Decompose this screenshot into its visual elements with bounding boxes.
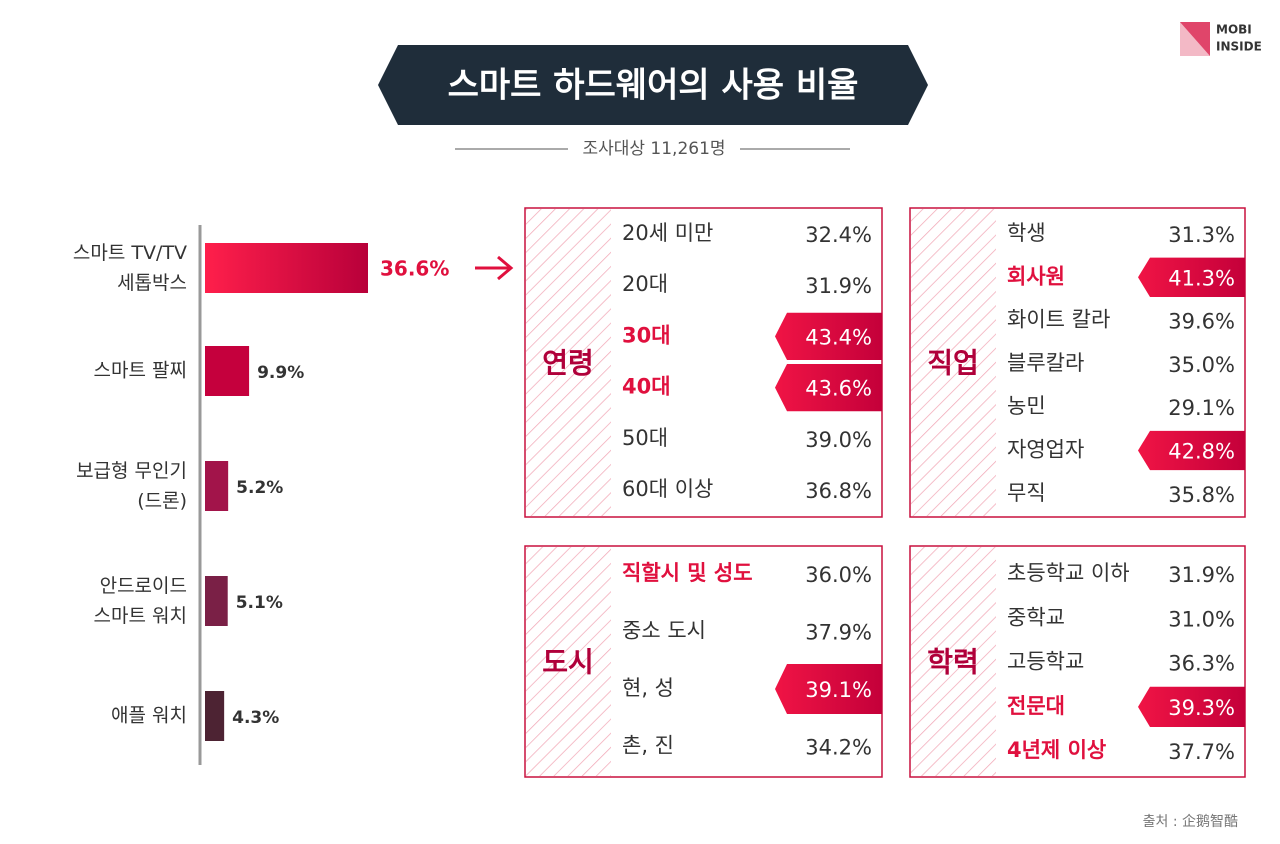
row-value: 36.3% [1168, 652, 1235, 676]
row-label: 농민 [1007, 394, 1046, 418]
logo-icon-accent [1180, 22, 1210, 56]
row-value: 36.0% [805, 563, 872, 587]
bar [205, 461, 229, 511]
category-label: 애플 워치 [111, 705, 187, 727]
row-label: 50대 [622, 426, 668, 450]
row-label: 중소 도시 [622, 619, 706, 643]
row-label: 현, 성 [622, 676, 674, 700]
row-value: 31.3% [1168, 223, 1235, 247]
row-label: 무직 [1007, 481, 1046, 505]
row-label: 20대 [622, 272, 668, 296]
row-value: 35.0% [1168, 353, 1235, 377]
panel-title: 직업 [927, 347, 979, 380]
row-label: 60대 이상 [622, 477, 713, 501]
row-value: 36.8% [805, 479, 872, 503]
row-label: 4년제 이상 [1007, 738, 1106, 762]
value-label: 4.3% [232, 708, 279, 728]
row-value: 43.4% [805, 325, 872, 349]
row-value: 39.1% [805, 678, 872, 702]
panel-hatch [526, 209, 611, 516]
bar [205, 243, 368, 293]
bar [205, 576, 228, 626]
logo-text: INSIDE [1216, 40, 1262, 54]
row-value: 31.9% [1168, 563, 1235, 587]
row-label: 자영업자 [1007, 438, 1084, 462]
source: 출처 : 企鹅智酷 [1143, 813, 1238, 830]
row-value: 43.6% [805, 377, 872, 401]
row-label: 촌, 진 [622, 734, 674, 758]
row-label: 직할시 및 성도 [622, 561, 753, 585]
value-label: 5.1% [236, 593, 283, 613]
row-label: 학생 [1007, 221, 1046, 245]
row-label: 40대 [622, 375, 671, 399]
value-highlight [1138, 257, 1245, 297]
panel-title: 연령 [542, 347, 594, 380]
row-label: 회사원 [1007, 264, 1065, 288]
row-value: 32.4% [805, 223, 872, 247]
value-highlight [1138, 430, 1245, 471]
bar [205, 691, 225, 741]
row-value: 29.1% [1168, 396, 1235, 420]
panel-hatch [526, 547, 611, 776]
row-label: 초등학교 이하 [1007, 561, 1130, 585]
row-value: 34.2% [805, 736, 872, 760]
value-highlight [775, 664, 882, 714]
logo-text: MOBI [1216, 23, 1252, 37]
row-label: 중학교 [1007, 605, 1065, 629]
row-label: 30대 [622, 323, 671, 347]
subtitle: 조사대상 11,261명 [582, 139, 725, 159]
row-label: 블루칼라 [1007, 351, 1084, 375]
panel-title: 학력 [927, 646, 979, 679]
value-highlight [1138, 686, 1245, 728]
value-highlight [775, 364, 882, 412]
row-value: 41.3% [1168, 266, 1235, 290]
row-label: 화이트 칼라 [1007, 308, 1110, 332]
panel-hatch [911, 547, 996, 776]
category-label: 보급형 무인기 (드론) [76, 460, 187, 512]
row-value: 42.8% [1168, 440, 1235, 464]
value-highlight [775, 312, 882, 360]
value-label: 5.2% [236, 478, 283, 498]
bar [205, 346, 250, 396]
title: 스마트 하드웨어의 사용 비율 [448, 66, 859, 106]
row-value: 37.9% [805, 621, 872, 645]
value-label: 36.6% [380, 257, 449, 281]
row-value: 31.0% [1168, 607, 1235, 631]
category-label: 스마트 TV/TV 세톱박스 [73, 242, 187, 294]
row-value: 39.0% [805, 428, 872, 452]
row-label: 전문대 [1007, 694, 1065, 718]
title-banner [378, 45, 928, 125]
row-value: 31.9% [805, 274, 872, 298]
row-value: 37.7% [1168, 740, 1235, 764]
category-label: 안드로이드 스마트 워치 [94, 575, 187, 627]
panel-hatch [911, 209, 996, 516]
row-label: 고등학교 [1007, 650, 1084, 674]
logo: MOBI INSIDE [1180, 22, 1262, 56]
category-label: 스마트 팔찌 [94, 360, 187, 382]
row-value: 39.6% [1168, 310, 1235, 334]
value-label: 9.9% [257, 363, 304, 383]
row-label: 20세 미만 [622, 221, 713, 245]
arrow [475, 255, 514, 281]
panel-title: 도시 [542, 646, 594, 679]
row-value: 39.3% [1168, 696, 1235, 720]
row-value: 35.8% [1168, 483, 1235, 507]
